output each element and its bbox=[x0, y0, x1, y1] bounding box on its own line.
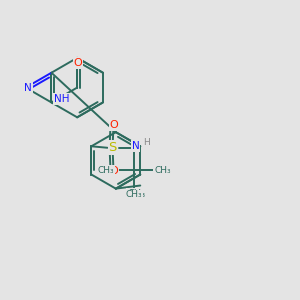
Text: O: O bbox=[110, 166, 118, 176]
Text: CH₃: CH₃ bbox=[126, 190, 142, 199]
Text: O: O bbox=[74, 58, 82, 68]
Text: CH₃: CH₃ bbox=[98, 166, 114, 175]
Text: S: S bbox=[109, 141, 117, 154]
Text: NH: NH bbox=[54, 94, 70, 104]
Text: O: O bbox=[110, 120, 118, 130]
Text: N: N bbox=[24, 82, 32, 93]
Text: N: N bbox=[132, 141, 140, 151]
Text: CH₃: CH₃ bbox=[154, 166, 171, 175]
Text: H: H bbox=[143, 138, 150, 147]
Text: CH₃: CH₃ bbox=[127, 188, 145, 199]
